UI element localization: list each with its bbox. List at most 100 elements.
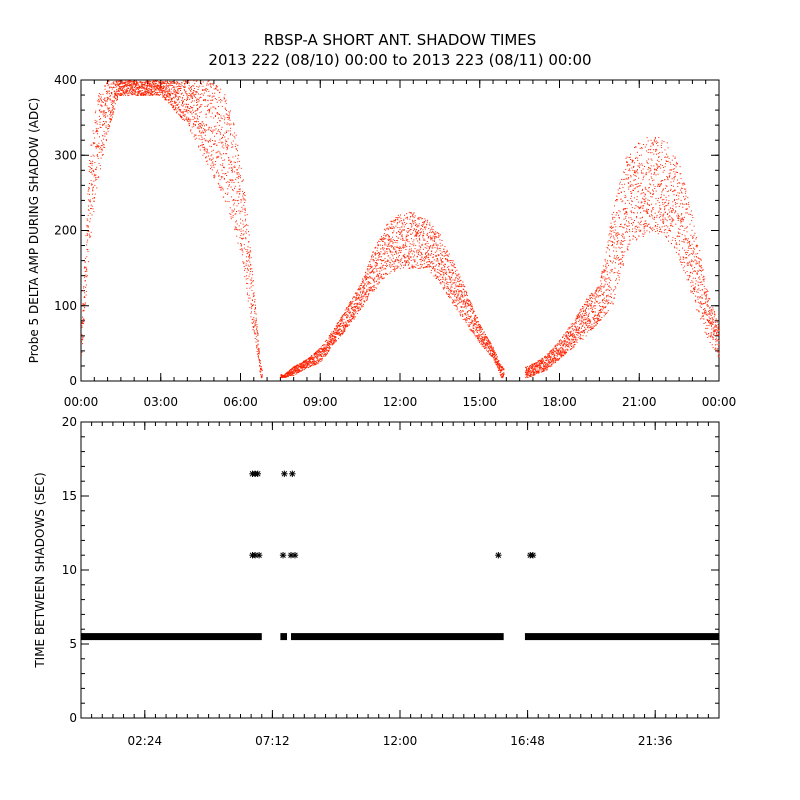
amplitude-point [114, 95, 115, 97]
amplitude-point [131, 89, 133, 91]
amplitude-point [382, 249, 384, 251]
amplitude-point [332, 342, 334, 344]
amplitude-point [243, 263, 245, 265]
x-tick-label: 03:00 [143, 395, 178, 409]
amplitude-point [254, 332, 256, 334]
amplitude-point [426, 247, 428, 249]
amplitude-point [165, 97, 167, 99]
amplitude-point [437, 272, 439, 274]
amplitude-point [422, 236, 424, 238]
amplitude-point [220, 99, 222, 100]
amplitude-point [381, 274, 382, 276]
amplitude-point [319, 353, 321, 355]
amplitude-point [344, 314, 346, 316]
amplitude-point [424, 266, 426, 268]
amplitude-point [87, 225, 89, 227]
amplitude-point [92, 190, 94, 192]
amplitude-point [107, 91, 109, 93]
amplitude-point [353, 310, 355, 312]
amplitude-point [347, 308, 349, 310]
amplitude-point [366, 276, 368, 278]
amplitude-point [183, 119, 185, 121]
amplitude-point [186, 93, 188, 95]
amplitude-point [470, 330, 472, 332]
amplitude-point [222, 137, 223, 139]
amplitude-point [188, 87, 190, 89]
amplitude-point [309, 357, 311, 358]
amplitude-point [100, 149, 102, 151]
amplitude-point [232, 190, 234, 192]
amplitude-point [212, 95, 214, 97]
amplitude-point [130, 84, 132, 86]
amplitude-point [297, 370, 299, 372]
amplitude-point [334, 331, 336, 333]
amplitude-point [182, 118, 184, 120]
amplitude-point [317, 356, 319, 358]
amplitude-point [424, 257, 426, 258]
amplitude-point [444, 273, 446, 274]
amplitude-point [363, 288, 365, 289]
amplitude-point [245, 238, 247, 240]
amplitude-point [195, 137, 197, 139]
amplitude-point [118, 91, 120, 93]
amplitude-point [137, 91, 139, 93]
amplitude-point [474, 316, 475, 318]
amplitude-point [319, 351, 320, 353]
amplitude-point [382, 267, 384, 269]
amplitude-point [96, 154, 98, 156]
amplitude-point [390, 239, 392, 241]
amplitude-point [238, 196, 240, 198]
amplitude-point [219, 185, 221, 187]
amplitude-point [457, 300, 459, 302]
amplitude-point [165, 85, 167, 87]
amplitude-point [247, 278, 249, 280]
amplitude-point [152, 80, 154, 82]
amplitude-point [124, 85, 126, 86]
amplitude-point [345, 321, 347, 323]
amplitude-point [477, 335, 479, 336]
amplitude-point [97, 154, 98, 156]
amplitude-point [379, 253, 381, 255]
amplitude-point [252, 285, 254, 287]
amplitude-point [358, 296, 360, 298]
amplitude-point [147, 94, 149, 96]
amplitude-point [201, 124, 203, 126]
amplitude-point [132, 83, 134, 85]
amplitude-point [395, 219, 397, 220]
amplitude-point [84, 271, 86, 273]
amplitude-point [326, 349, 328, 351]
amplitude-point [125, 94, 126, 96]
amplitude-point [355, 291, 357, 293]
amplitude-point [129, 90, 130, 92]
plot-frame [80, 79, 720, 382]
amplitude-point [237, 169, 238, 171]
amplitude-point [329, 341, 330, 343]
amplitude-point [364, 294, 366, 296]
amplitude-point [218, 129, 219, 131]
amplitude-point [190, 95, 192, 97]
amplitude-point [241, 233, 243, 235]
amplitude-point [219, 179, 221, 181]
amplitude-point [408, 262, 410, 264]
amplitude-point [444, 279, 446, 281]
amplitude-point [452, 301, 454, 303]
amplitude-point [95, 146, 97, 147]
amplitude-point [313, 362, 315, 364]
amplitude-point [362, 285, 364, 287]
amplitude-point [364, 283, 366, 285]
amplitude-point [431, 253, 433, 254]
amplitude-point [443, 266, 445, 268]
amplitude-point [430, 238, 432, 240]
amplitude-point [400, 250, 402, 251]
amplitude-point [114, 93, 116, 95]
amplitude-point [329, 340, 331, 342]
amplitude-point [203, 123, 205, 125]
amplitude-point [138, 86, 140, 88]
amplitude-point [146, 91, 148, 93]
amplitude-point [197, 104, 199, 106]
amplitude-point [304, 365, 306, 367]
amplitude-point [470, 329, 472, 331]
amplitude-point [85, 294, 87, 296]
amplitude-point [318, 349, 320, 351]
amplitude-point [227, 171, 229, 173]
